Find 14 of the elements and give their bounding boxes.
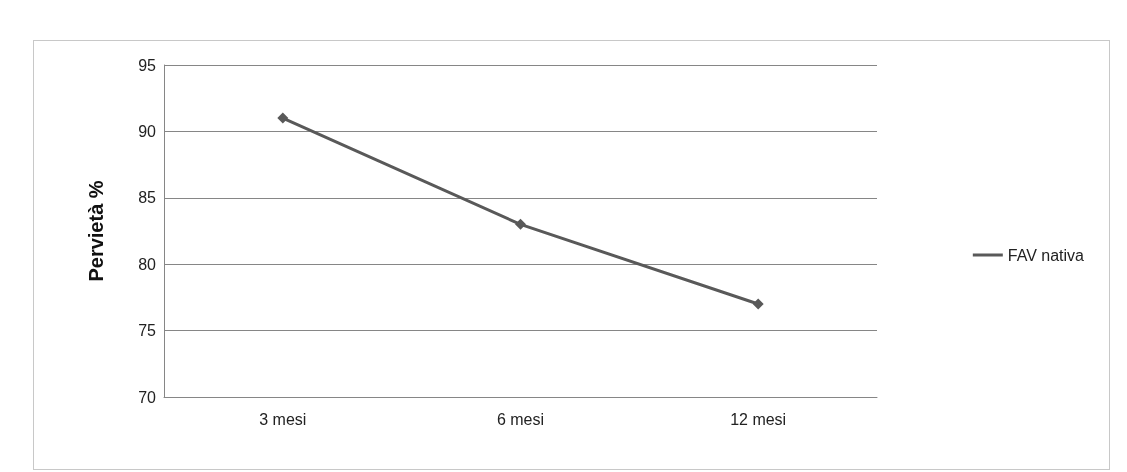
y-axis-title: Pervietà % (85, 180, 107, 282)
y-tick-label: 95 (138, 56, 157, 74)
y-tick-label: 80 (138, 255, 157, 273)
point (277, 112, 289, 124)
y-tick-label: 90 (138, 122, 157, 140)
x-tick-label: 3 mesi (259, 410, 307, 428)
point (515, 218, 526, 230)
legend-label: FAV nativa (1007, 246, 1085, 264)
y-tick-label: 75 (138, 322, 157, 340)
y-tick-label: 85 (138, 189, 157, 207)
y-tick-label: 70 (138, 388, 157, 406)
x-tick-label: 12 mesi (730, 410, 787, 428)
x-tick-label: 6 mesi (496, 410, 545, 428)
point (752, 298, 764, 310)
